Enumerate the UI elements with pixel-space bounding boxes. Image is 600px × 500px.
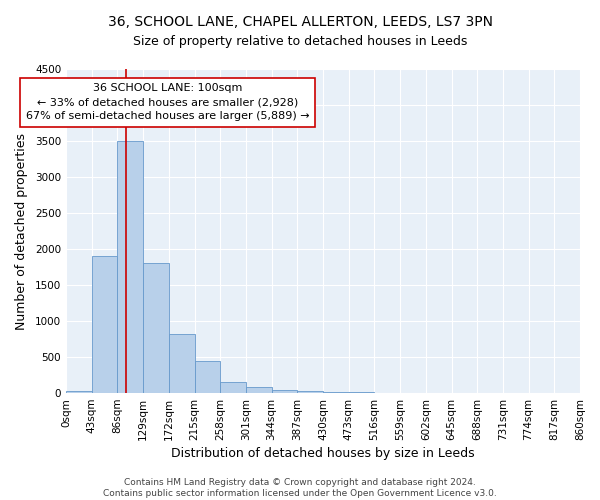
- Bar: [66, 392, 92, 393]
- Bar: [349, 392, 374, 393]
- Bar: [169, 334, 194, 393]
- Bar: [118, 141, 143, 393]
- Y-axis label: Number of detached properties: Number of detached properties: [15, 132, 28, 330]
- Bar: [220, 382, 246, 393]
- Bar: [143, 264, 169, 393]
- Bar: [323, 392, 349, 393]
- X-axis label: Distribution of detached houses by size in Leeds: Distribution of detached houses by size …: [171, 447, 475, 460]
- Text: 36 SCHOOL LANE: 100sqm
← 33% of detached houses are smaller (2,928)
67% of semi-: 36 SCHOOL LANE: 100sqm ← 33% of detached…: [26, 84, 310, 122]
- Text: Contains HM Land Registry data © Crown copyright and database right 2024.
Contai: Contains HM Land Registry data © Crown c…: [103, 478, 497, 498]
- Bar: [92, 256, 118, 393]
- Text: Size of property relative to detached houses in Leeds: Size of property relative to detached ho…: [133, 35, 467, 48]
- Text: 36, SCHOOL LANE, CHAPEL ALLERTON, LEEDS, LS7 3PN: 36, SCHOOL LANE, CHAPEL ALLERTON, LEEDS,…: [107, 15, 493, 29]
- Bar: [194, 360, 220, 393]
- Bar: [298, 391, 323, 393]
- Bar: [246, 386, 272, 393]
- Bar: [272, 390, 298, 393]
